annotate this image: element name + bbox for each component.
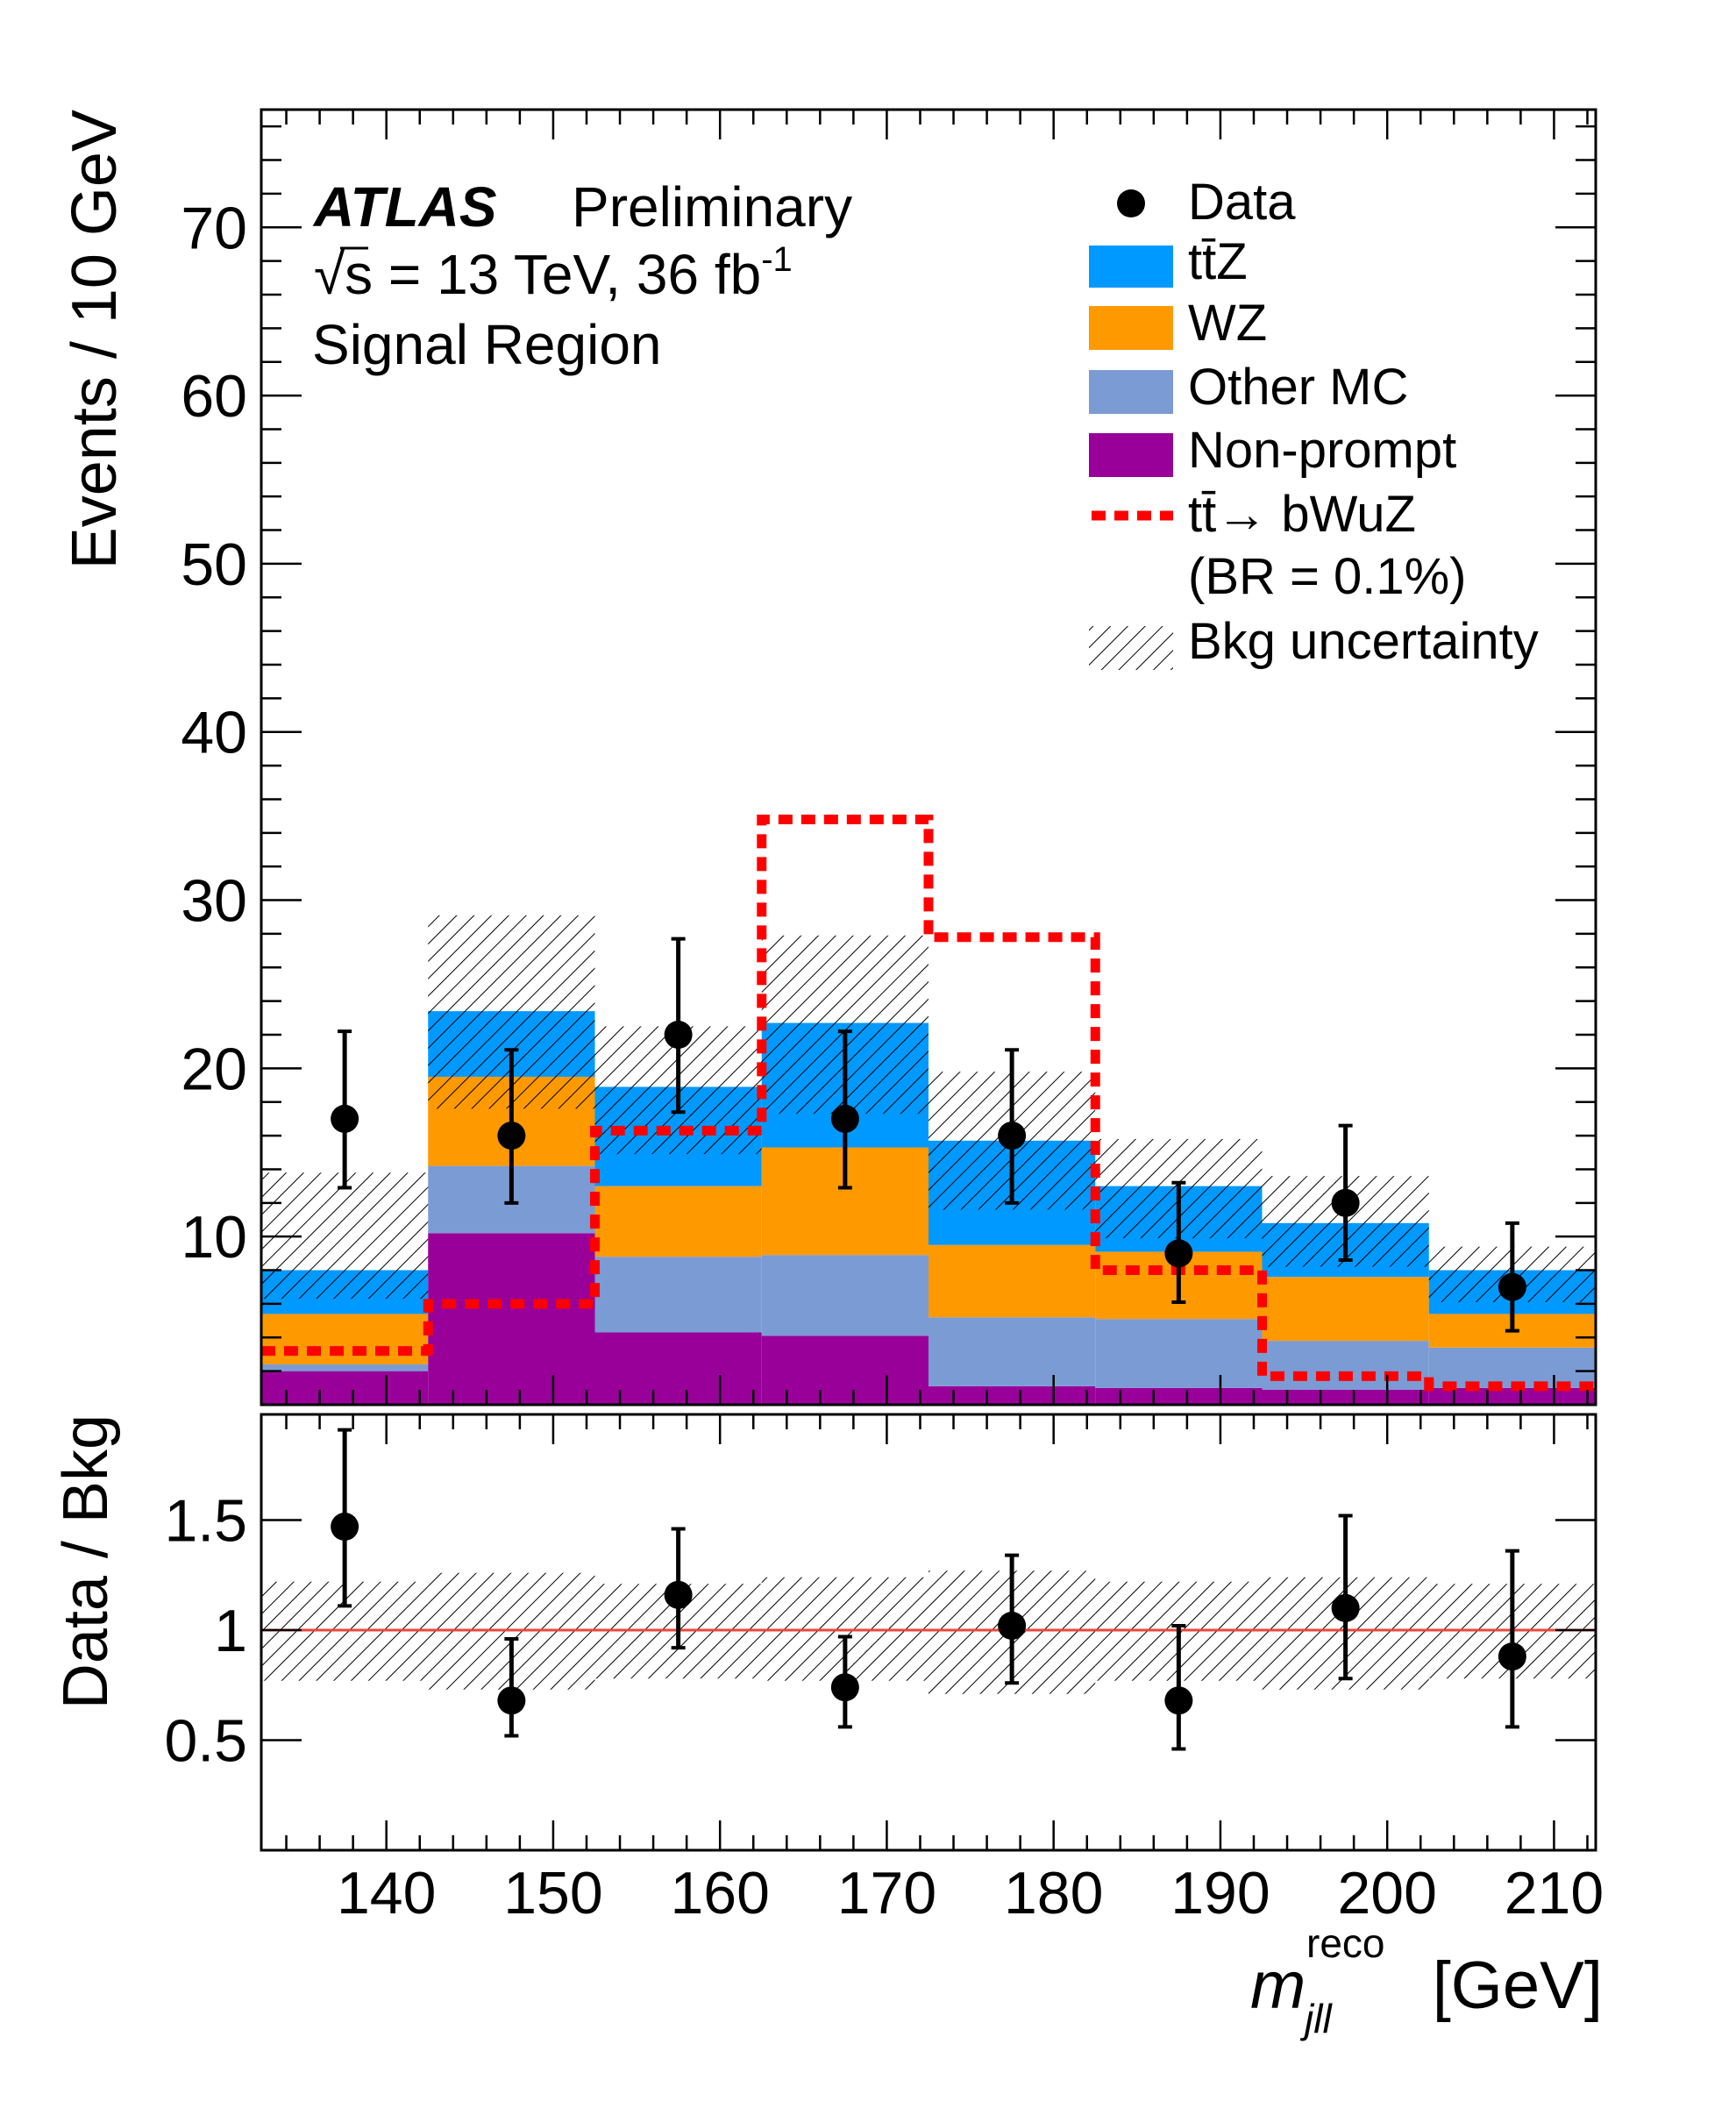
ratio-point-7 — [1331, 1593, 1360, 1622]
x-tick-label-160: 160 — [670, 1860, 769, 1927]
bar-other-mc-bin-7 — [1262, 1341, 1429, 1390]
ratio-point-3 — [664, 1580, 693, 1609]
legend-data-marker — [1117, 189, 1145, 217]
x-tick-label-140: 140 — [337, 1860, 436, 1927]
bar-wz-bin-3 — [594, 1186, 762, 1257]
ratio-frame — [260, 1413, 1597, 1852]
ratio-point-4 — [830, 1673, 859, 1702]
x-axis-title-unit: [GeV] — [1433, 1948, 1603, 2023]
main-panel: 10 20 30 40 50 60 70 Events / 10 GeV ATLAS Pre… — [60, 108, 1597, 1407]
main-y-tick-label-60: 60 — [181, 363, 247, 430]
bar-non-prompt-bin-2 — [428, 1233, 595, 1405]
data-point-2 — [497, 1122, 526, 1150]
signal-step-line — [261, 814, 1596, 1392]
data-point-8 — [1498, 1272, 1526, 1301]
ratio-y-tick-labels: 0.5 1 1.5 — [164, 1487, 247, 1774]
legend-signal-br: (BR = 0.1%) — [1188, 548, 1467, 605]
x-tick-label-190: 190 — [1170, 1860, 1270, 1927]
legend-uncertainty-label: Bkg uncertainty — [1188, 613, 1539, 670]
x-axis-title-sub: jll — [1299, 1996, 1333, 2041]
data-points — [331, 937, 1526, 1333]
main-ticks — [261, 110, 1596, 1405]
ratio-points — [331, 1428, 1526, 1751]
ratio-uncertainty-band — [261, 1570, 1596, 1694]
main-y-tick-label-40: 40 — [181, 700, 247, 766]
x-axis-title-sup: reco — [1306, 1920, 1384, 1966]
main-y-tick-labels: 10 20 30 40 50 60 70 — [181, 195, 247, 1271]
legend-ttz-swatch — [1089, 246, 1173, 288]
legend-ttz-label: tt̄Z — [1188, 233, 1248, 290]
data-point-6 — [1164, 1239, 1193, 1268]
atlas-experiment: ATLAS — [312, 175, 497, 239]
x-tick-label-210: 210 — [1505, 1860, 1604, 1927]
legend-wz-swatch — [1089, 306, 1173, 350]
main-y-tick-label-70: 70 — [181, 195, 247, 261]
region-label: Signal Region — [312, 313, 662, 376]
legend-wz-label: WZ — [1188, 295, 1267, 352]
bar-wz-bin-5 — [928, 1244, 1096, 1318]
ratio-point-5 — [998, 1611, 1027, 1640]
legend-other-mc-swatch — [1089, 370, 1173, 414]
main-frame — [260, 108, 1597, 1407]
bar-other-mc-bin-1 — [261, 1364, 429, 1371]
legend-data-label: Data — [1188, 174, 1296, 231]
data-point-5 — [998, 1122, 1027, 1150]
ratio-point-8 — [1498, 1642, 1526, 1671]
legend-other-mc-label: Other MC — [1188, 359, 1408, 416]
x-axis-title-m: m — [1250, 1948, 1306, 2023]
main-y-tick-label-30: 30 — [181, 868, 247, 935]
bar-non-prompt-bin-4 — [761, 1335, 928, 1405]
main-y-tick-label-50: 50 — [181, 531, 247, 598]
bar-other-mc-bin-6 — [1095, 1319, 1263, 1388]
legend: Data tt̄Z WZ Other MC Non-prompt tt̄→ bW… — [1089, 174, 1539, 670]
bar-wz-bin-1 — [261, 1314, 429, 1364]
data-point-1 — [331, 1104, 359, 1133]
bar-other-mc-bin-8 — [1428, 1347, 1596, 1388]
bar-other-mc-bin-5 — [928, 1317, 1096, 1386]
ratio-y-tick-label-2: 1.5 — [164, 1487, 247, 1554]
bar-wz-bin-7 — [1262, 1277, 1429, 1342]
main-y-tick-label-20: 20 — [181, 1036, 247, 1102]
x-tick-label-170: 170 — [837, 1860, 936, 1927]
x-tick-label-150: 150 — [503, 1860, 602, 1927]
x-tick-labels: 140 150 160 170 180 190 200 210 — [337, 1860, 1604, 1927]
bar-other-mc-bin-3 — [594, 1257, 762, 1333]
signal-line — [261, 814, 1596, 1392]
bar-other-mc-bin-4 — [761, 1255, 928, 1336]
x-tick-label-180: 180 — [1004, 1860, 1103, 1927]
data-point-3 — [664, 1021, 693, 1049]
legend-nonprompt-swatch — [1089, 433, 1173, 477]
bar-non-prompt-bin-3 — [594, 1332, 762, 1405]
bar-non-prompt-bin-1 — [261, 1371, 429, 1405]
lumi-superscript: -1 — [761, 240, 793, 279]
legend-signal-label: tt̄→ bWuZ — [1188, 486, 1416, 543]
ratio-ticks — [261, 1414, 1596, 1850]
ratio-y-axis-title: Data / Bkg — [51, 1414, 121, 1709]
legend-uncertainty-swatch — [1089, 626, 1173, 670]
ratio-point-6 — [1164, 1686, 1193, 1715]
energy-lumi: √s = 13 TeV, 36 fb-1 — [314, 240, 793, 306]
ratio-point-2 — [497, 1686, 526, 1715]
ratio-point-1 — [331, 1513, 359, 1542]
legend-nonprompt-label: Non-prompt — [1188, 422, 1456, 479]
atlas-status: Preliminary — [572, 175, 852, 239]
atlas-label: ATLAS Preliminary √s = 13 TeV, 36 fb-1 S… — [312, 175, 852, 376]
x-axis-title: m reco jll [GeV] — [1250, 1920, 1603, 2041]
data-point-7 — [1331, 1188, 1360, 1217]
main-y-axis-title: Events / 10 GeV — [60, 110, 130, 569]
ratio-y-tick-label-1: 1 — [214, 1598, 247, 1664]
main-y-tick-label-10: 10 — [181, 1204, 247, 1271]
data-point-4 — [830, 1104, 859, 1133]
ratio-y-tick-label-0: 0.5 — [164, 1707, 247, 1774]
ratio-panel: 0.5 1 1.5 140 150 160 170 180 190 200 210 Data / … — [51, 1413, 1604, 1927]
x-tick-label-200: 200 — [1337, 1860, 1436, 1927]
energy-lumi-text: √s = 13 TeV, 36 fb — [314, 243, 761, 306]
